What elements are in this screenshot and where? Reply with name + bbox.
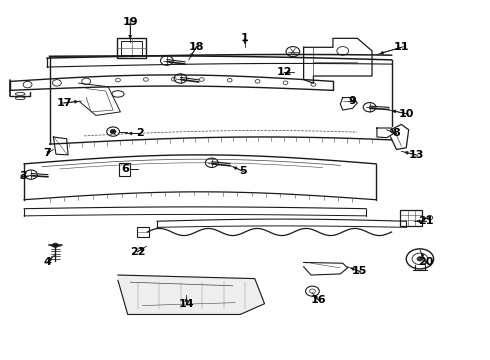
Text: 1: 1 [241, 33, 249, 43]
Text: 6: 6 [122, 164, 129, 174]
Text: 19: 19 [122, 17, 138, 27]
Bar [137, 227, 149, 237]
Text: 20: 20 [418, 257, 434, 267]
Bar [119, 163, 130, 176]
Circle shape [52, 243, 58, 247]
Circle shape [417, 257, 423, 261]
Text: 15: 15 [352, 266, 368, 276]
Text: 12: 12 [276, 67, 292, 77]
Text: 9: 9 [348, 96, 356, 106]
Polygon shape [118, 275, 265, 315]
Text: 2: 2 [136, 129, 144, 138]
Text: 10: 10 [398, 109, 414, 119]
Bar [121, 41, 143, 55]
Text: 5: 5 [239, 166, 246, 176]
Text: 3: 3 [19, 171, 26, 181]
Text: 14: 14 [178, 299, 194, 309]
Text: 7: 7 [43, 148, 51, 158]
Text: 8: 8 [392, 129, 400, 138]
Text: 13: 13 [408, 150, 424, 160]
Text: 17: 17 [56, 98, 72, 108]
Text: 22: 22 [130, 247, 145, 257]
Bar [117, 39, 147, 58]
Text: 4: 4 [43, 257, 51, 267]
Text: 16: 16 [311, 295, 326, 305]
Bar [400, 210, 422, 226]
Text: 11: 11 [393, 42, 409, 52]
Circle shape [110, 130, 116, 134]
Text: 21: 21 [418, 216, 434, 226]
Text: 18: 18 [188, 42, 204, 52]
